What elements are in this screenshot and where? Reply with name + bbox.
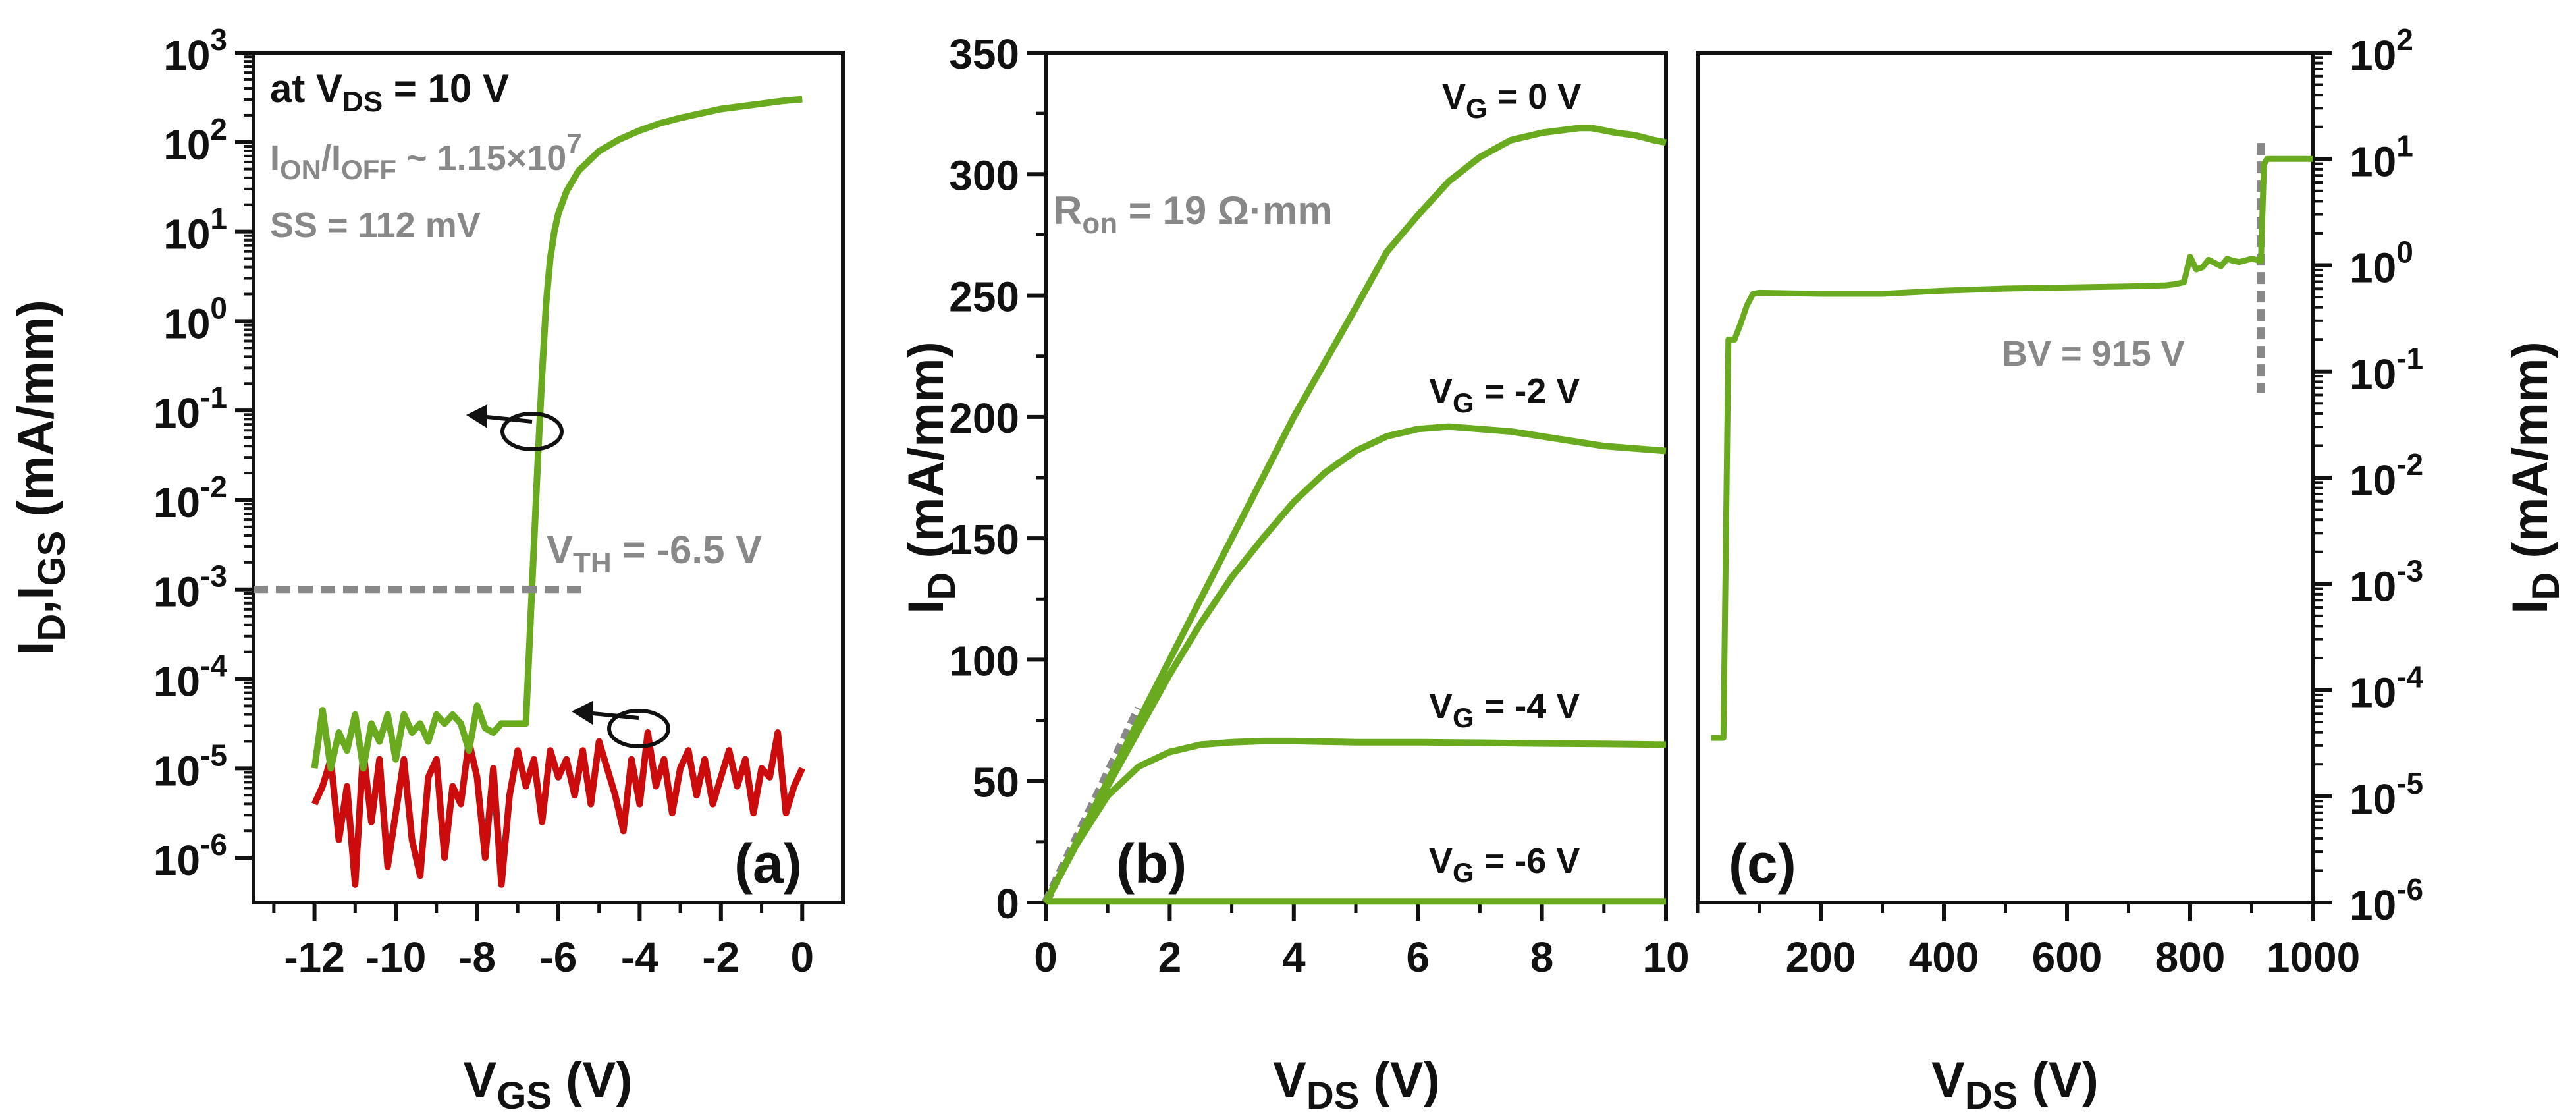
panel-c-x-tick-label: 400 <box>1909 933 1979 981</box>
panel-c-y-tick-label: 100 <box>2349 235 2413 292</box>
series-vg-2-line <box>1042 423 1667 904</box>
panel-a-y-tick-label: 102 <box>163 112 227 169</box>
panel-a-label: (a) <box>734 833 802 895</box>
series-vg-4-line <box>1042 737 1667 904</box>
panel-a-vds-annotation: at VDS = 10 V <box>270 67 509 118</box>
panel-c-y-tick-label: 101 <box>2349 128 2413 185</box>
series-label-vg-6: VG = -6 V <box>1429 841 1580 888</box>
panel-a-ss: SS = 112 mV <box>270 206 481 245</box>
panel-c-y-tick-label: 10-6 <box>2349 872 2423 929</box>
panel-a-y-tick-label: 10-3 <box>153 559 227 616</box>
panel-a-y-tick-label: 100 <box>163 291 227 347</box>
series-igs-line <box>311 729 805 888</box>
series-label-vg-2: VG = -2 V <box>1429 372 1580 418</box>
panel-a-id-axis-marker <box>466 404 564 451</box>
series-breakdown-line <box>1711 155 2313 741</box>
panel-c-y-tick-label: 10-4 <box>2349 660 2424 717</box>
panel-b-x-tick-label: 10 <box>1642 933 1689 981</box>
panel-a-y-axis-title: ID,IGS (mA/mm) <box>8 300 73 655</box>
panel-b-x-tick-label: 2 <box>1158 933 1182 981</box>
panel-c-y-tick-label: 10-3 <box>2349 553 2423 610</box>
panel-b-y-tick-label: 150 <box>949 516 1019 563</box>
panel-a-x-axis-title: VGS (V) <box>464 1052 633 1112</box>
panel-a-x-tick-label: -4 <box>621 933 658 981</box>
panel-b-ron-annotation: Ron = 19 Ω·mm <box>1054 188 1333 240</box>
panel-c-frame <box>1696 51 2315 904</box>
panel-a-x-tick-label: -6 <box>539 933 577 981</box>
panel-b-label: (b) <box>1116 833 1187 895</box>
panel-a-y-tick-label: 103 <box>163 22 227 79</box>
panel-a-series <box>311 96 805 888</box>
panel-a-x-tick-label: -8 <box>458 933 496 981</box>
panel-b-y-tick-label: 100 <box>949 637 1019 684</box>
series-id-line <box>311 96 803 772</box>
panel-a-on-off-ratio: ION/IOFF ~ 1.15×107 <box>270 128 582 185</box>
panel-b-y-tick-label: 350 <box>949 30 1019 78</box>
panel-b-y-tick-label: 50 <box>973 759 1019 806</box>
panel-c-label: (c) <box>1729 833 1796 895</box>
panel-b-x-tick-label: 8 <box>1530 933 1554 981</box>
panel-c-x-tick-label: 1000 <box>2267 933 2360 981</box>
panel-a-y-tick-label: 10-4 <box>153 649 228 706</box>
series-label-vg0: VG = 0 V <box>1442 77 1581 124</box>
panel-b-frame <box>1044 51 1668 904</box>
panel-a-y-tick-label: 101 <box>163 202 227 258</box>
panel-b-series <box>1042 125 1667 905</box>
panel-b-x-axis-title: VDS (V) <box>1273 1052 1440 1112</box>
panel-a-x-tick-label: -2 <box>702 933 739 981</box>
panel-c-x-tick-label: 600 <box>2032 933 2103 981</box>
panel-b-y-tick-label: 300 <box>949 152 1019 199</box>
panel-b-x-tick-label: 4 <box>1282 933 1306 981</box>
panel-a-frame <box>252 51 845 904</box>
panel-b-y-tick-label: 250 <box>949 273 1019 321</box>
panel-b-x-tick-label: 0 <box>1034 933 1058 981</box>
panel-c-y-tick-label: 10-2 <box>2349 447 2423 504</box>
panel-a-vth-label: VTH = -6.5 V <box>547 528 762 579</box>
panel-a-y-tick-label: 10-1 <box>153 380 227 437</box>
panel-c-x-axis-title: VDS (V) <box>1931 1052 2099 1112</box>
panel-c-y-tick-label: 102 <box>2349 22 2413 79</box>
panel-c-y-tick-label: 10-1 <box>2349 341 2423 398</box>
panel-c-x-tick-label: 800 <box>2155 933 2226 981</box>
series-vg0-line <box>1042 125 1667 904</box>
panel-b-y-tick-label: 200 <box>949 395 1019 442</box>
panel-a-x-tick-label: 0 <box>790 933 814 981</box>
panel-b-y-axis-title: ID (mA/mm) <box>898 341 963 613</box>
panel-b-x-tick-label: 6 <box>1406 933 1430 981</box>
panel-c-y-tick-label: 10-5 <box>2349 766 2423 823</box>
panel-c-bv-annotation: BV = 915 V <box>2002 334 2185 374</box>
panel-a-y-tick-label: 10-5 <box>153 738 227 794</box>
panel-b-y-tick-label: 0 <box>996 880 1019 928</box>
panel-a-y-tick-label: 10-2 <box>153 470 227 526</box>
panel-c-x-tick-label: 200 <box>1786 933 1856 981</box>
panel-a-ticks: -12 -10 -8 -6 -4 -2 0 10-6 10-5 10-4 10-3 10-2 10-1 1… <box>153 22 814 981</box>
panel-a-x-tick-label: -12 <box>284 933 345 981</box>
panel-a-x-tick-label: -10 <box>365 933 427 981</box>
panel-a: -12 -10 -8 -6 -4 -2 0 10-6 10-5 10-4 10-3 10-2 10-1 1… <box>8 22 845 1112</box>
panel-a-y-tick-label: 10-6 <box>153 827 227 884</box>
panel-c-y-axis-title: ID (mA/mm) <box>2502 341 2567 613</box>
panel-a-igs-axis-marker <box>572 701 670 748</box>
panel-c-series <box>1711 155 2313 741</box>
series-label-vg-4: VG = -4 V <box>1429 686 1580 733</box>
